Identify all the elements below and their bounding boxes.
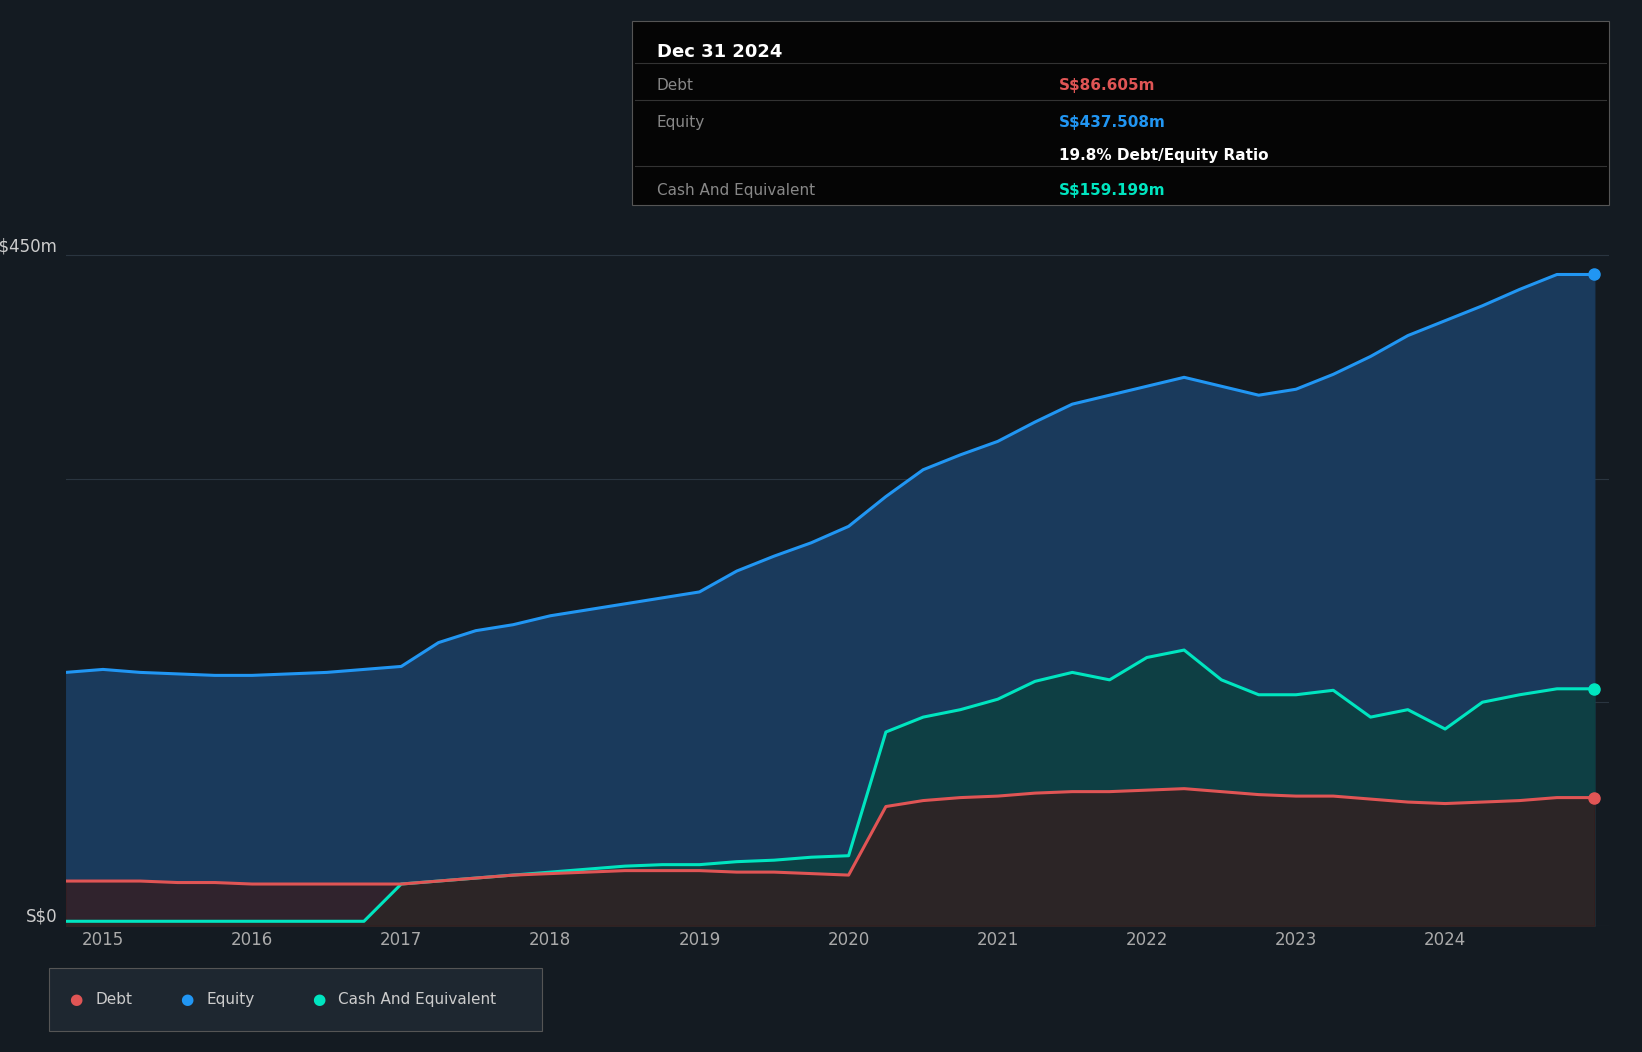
Text: Debt: Debt [657,78,695,93]
Text: Cash And Equivalent: Cash And Equivalent [657,183,814,198]
Text: ●: ● [69,992,82,1007]
Text: ●: ● [181,992,194,1007]
Text: Debt: Debt [95,992,133,1007]
Text: S$86.605m: S$86.605m [1059,78,1156,93]
Text: 19.8% Debt/Equity Ratio: 19.8% Debt/Equity Ratio [1059,148,1269,163]
Text: S$437.508m: S$437.508m [1059,115,1166,129]
Text: S$450m: S$450m [0,237,57,256]
Text: S$0: S$0 [26,908,57,926]
Text: Equity: Equity [657,115,704,129]
Text: Cash And Equivalent: Cash And Equivalent [338,992,496,1007]
Text: Dec 31 2024: Dec 31 2024 [657,43,782,61]
Text: S$159.199m: S$159.199m [1059,183,1166,198]
Text: ●: ● [312,992,325,1007]
Text: Equity: Equity [207,992,255,1007]
